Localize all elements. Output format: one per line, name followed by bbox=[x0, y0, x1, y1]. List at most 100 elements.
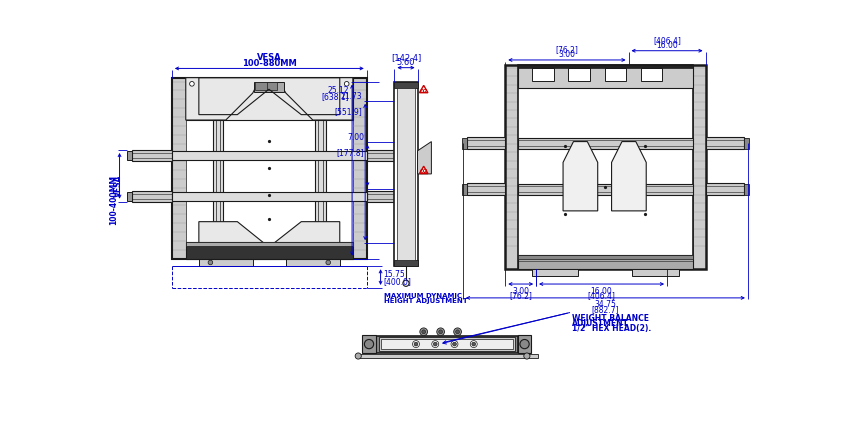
Circle shape bbox=[345, 82, 349, 87]
Bar bbox=[395, 261, 418, 267]
Text: WEIGHT BALANCE: WEIGHT BALANCE bbox=[573, 313, 650, 322]
Bar bbox=[396, 89, 415, 261]
Bar bbox=[172, 79, 185, 259]
Bar bbox=[518, 65, 693, 89]
Text: 100-400MM: 100-400MM bbox=[109, 174, 118, 224]
Circle shape bbox=[452, 342, 457, 346]
Text: 5.60: 5.60 bbox=[396, 58, 415, 67]
Bar bbox=[605, 69, 626, 82]
Bar bbox=[132, 191, 172, 202]
Bar bbox=[172, 151, 367, 161]
Text: 25.12: 25.12 bbox=[328, 86, 349, 95]
Polygon shape bbox=[199, 222, 340, 259]
Text: 1/2" HEX HEAD(2).: 1/2" HEX HEAD(2). bbox=[573, 323, 651, 332]
Circle shape bbox=[208, 261, 213, 265]
Bar bbox=[127, 192, 132, 201]
Bar bbox=[199, 259, 252, 267]
Bar bbox=[518, 184, 693, 195]
Bar bbox=[532, 69, 554, 82]
Bar bbox=[376, 336, 518, 353]
Bar bbox=[185, 242, 353, 259]
Bar bbox=[363, 335, 376, 353]
Text: [142.4]: [142.4] bbox=[390, 53, 421, 62]
Polygon shape bbox=[563, 142, 598, 212]
Bar bbox=[532, 269, 579, 276]
Bar bbox=[127, 151, 132, 161]
Bar bbox=[407, 151, 412, 161]
Bar bbox=[253, 82, 285, 93]
Bar bbox=[379, 338, 515, 351]
Bar bbox=[381, 339, 513, 350]
Text: [406.4]: [406.4] bbox=[653, 36, 681, 45]
Circle shape bbox=[190, 82, 194, 87]
Bar bbox=[407, 192, 412, 201]
Bar bbox=[286, 259, 340, 267]
Text: [76.2]: [76.2] bbox=[509, 291, 532, 299]
Text: 21.73: 21.73 bbox=[340, 92, 363, 101]
Text: MAXIMUM DYNAMIC: MAXIMUM DYNAMIC bbox=[384, 292, 462, 298]
Polygon shape bbox=[185, 79, 353, 121]
Bar bbox=[518, 138, 693, 149]
Bar bbox=[706, 138, 744, 150]
Circle shape bbox=[451, 341, 458, 348]
Text: 02: 02 bbox=[419, 169, 428, 174]
Bar bbox=[172, 79, 367, 259]
Bar bbox=[506, 65, 518, 269]
Bar bbox=[367, 191, 407, 202]
Bar bbox=[213, 121, 224, 242]
Bar bbox=[518, 255, 693, 259]
Bar bbox=[744, 138, 749, 149]
Text: 3.00: 3.00 bbox=[558, 50, 575, 59]
Text: [551.9]: [551.9] bbox=[335, 107, 363, 116]
Bar bbox=[706, 184, 744, 196]
Circle shape bbox=[437, 328, 445, 336]
Bar bbox=[633, 269, 678, 276]
Text: [638.1]: [638.1] bbox=[321, 92, 349, 101]
Circle shape bbox=[472, 342, 476, 346]
Bar bbox=[467, 138, 506, 150]
Circle shape bbox=[420, 328, 428, 336]
Circle shape bbox=[439, 330, 443, 334]
Text: VESA: VESA bbox=[257, 53, 281, 62]
Circle shape bbox=[470, 341, 477, 348]
Bar bbox=[367, 150, 407, 161]
Circle shape bbox=[355, 353, 362, 359]
Bar bbox=[185, 242, 353, 247]
Text: 34.75: 34.75 bbox=[595, 300, 617, 309]
Text: 3.00: 3.00 bbox=[512, 286, 529, 295]
Text: 16.00: 16.00 bbox=[656, 41, 678, 50]
Polygon shape bbox=[419, 167, 428, 174]
Bar bbox=[357, 354, 538, 358]
Text: 16.00: 16.00 bbox=[590, 286, 612, 295]
Bar bbox=[132, 150, 172, 161]
Polygon shape bbox=[419, 86, 428, 93]
Circle shape bbox=[422, 330, 426, 334]
Text: [400.0]: [400.0] bbox=[384, 276, 412, 285]
Text: ADJUSTMENT: ADJUSTMENT bbox=[573, 318, 629, 327]
Circle shape bbox=[432, 341, 439, 348]
Bar bbox=[462, 184, 467, 195]
Bar bbox=[518, 65, 693, 69]
Bar bbox=[462, 138, 467, 149]
Bar bbox=[172, 192, 367, 201]
Text: 7.00: 7.00 bbox=[347, 132, 364, 141]
Text: [406.4]: [406.4] bbox=[588, 291, 616, 299]
Circle shape bbox=[403, 280, 409, 287]
Bar bbox=[185, 79, 353, 121]
Text: [177.8]: [177.8] bbox=[337, 147, 364, 157]
Bar bbox=[395, 82, 418, 89]
Bar bbox=[693, 65, 706, 269]
Circle shape bbox=[434, 342, 437, 346]
Bar bbox=[353, 79, 367, 259]
Circle shape bbox=[364, 340, 374, 349]
Text: HEIGHT ADJUSTMENT: HEIGHT ADJUSTMENT bbox=[384, 298, 468, 304]
Text: [882.7]: [882.7] bbox=[592, 304, 619, 313]
Circle shape bbox=[414, 342, 418, 346]
Bar bbox=[744, 184, 749, 195]
Bar bbox=[506, 65, 706, 269]
Circle shape bbox=[326, 261, 330, 265]
Text: 100-880MM: 100-880MM bbox=[242, 59, 296, 68]
Circle shape bbox=[454, 328, 462, 336]
Bar bbox=[255, 83, 277, 91]
Polygon shape bbox=[418, 142, 431, 175]
